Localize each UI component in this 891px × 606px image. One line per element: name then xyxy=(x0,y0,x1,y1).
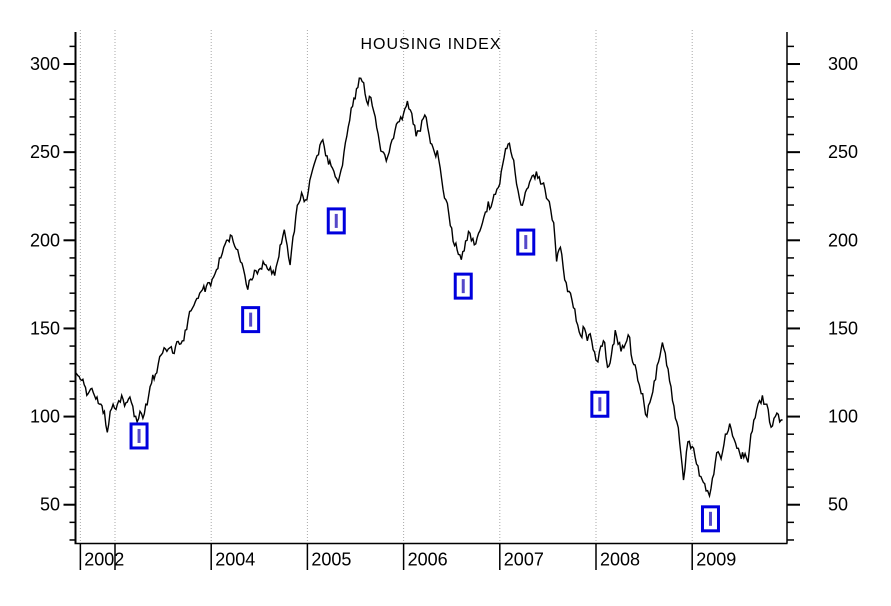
event-marker-bar xyxy=(598,397,602,412)
x-tick-label: 2005 xyxy=(311,550,351,570)
event-marker-bar xyxy=(461,279,465,294)
x-tick-label: 2002 xyxy=(84,550,124,570)
y-tick-label-right: 200 xyxy=(828,230,858,250)
x-tick-label: 2004 xyxy=(215,550,255,570)
y-tick-label-left: 200 xyxy=(30,230,60,250)
y-tick-label-right: 300 xyxy=(828,54,858,74)
series-line xyxy=(75,77,783,499)
y-tick-label-right: 250 xyxy=(828,142,858,162)
y-tick-label-right: 50 xyxy=(828,495,848,515)
y-tick-label-left: 50 xyxy=(40,495,60,515)
event-marker-bar xyxy=(249,312,253,327)
x-tick-label: 2009 xyxy=(696,550,736,570)
y-tick-label-left: 250 xyxy=(30,142,60,162)
event-marker-bar xyxy=(708,511,712,526)
event-marker-bar xyxy=(334,213,338,228)
y-tick-label-right: 100 xyxy=(828,407,858,427)
event-marker-bar xyxy=(137,428,141,443)
event-marker-bar xyxy=(524,235,528,250)
y-tick-label-right: 150 xyxy=(828,318,858,338)
y-tick-label-left: 150 xyxy=(30,318,60,338)
x-tick-label: 2007 xyxy=(504,550,544,570)
x-tick-label: 2006 xyxy=(408,550,448,570)
y-tick-label-left: 100 xyxy=(30,407,60,427)
x-tick-label: 2008 xyxy=(600,550,640,570)
y-tick-label-left: 300 xyxy=(30,54,60,74)
chart-title: HOUSING INDEX xyxy=(360,36,502,53)
